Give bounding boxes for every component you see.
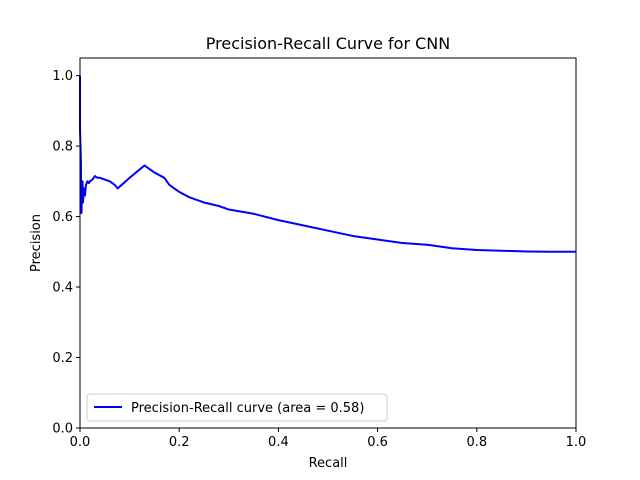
y-tick-label: 0.4	[52, 281, 73, 296]
legend-box	[86, 393, 388, 422]
y-tick-label: 1.0	[52, 69, 73, 84]
plot-frame	[79, 57, 577, 429]
legend: Precision-Recall curve (area = 0.58)	[86, 393, 388, 422]
x-tick-label: 0.2	[169, 435, 190, 450]
series-layer	[79, 75, 576, 253]
x-axis-label: Recall	[309, 456, 348, 471]
y-tick-label: 0.2	[52, 351, 73, 366]
chart-title: Precision-Recall Curve for CNN	[206, 34, 450, 53]
x-tick-label: 1.0	[566, 435, 587, 450]
y-axis-label: Precision	[29, 214, 44, 272]
y-tick-label: 0.6	[52, 210, 73, 225]
plot-area	[80, 58, 576, 428]
x-tick-label: 0.6	[367, 435, 388, 450]
legend-label: Precision-Recall curve (area = 0.58)	[131, 401, 364, 416]
series-line-0	[79, 75, 576, 253]
y-tick-label: 0.8	[52, 140, 73, 155]
y-tick-label: 0.0	[52, 422, 73, 437]
x-tick-label: 0.0	[70, 435, 91, 450]
x-tick-label: 0.4	[268, 435, 289, 450]
x-tick-label: 0.8	[466, 435, 487, 450]
axis-ticks: 0.0 0.2 0.4 0.6 0.8 1.0 0.0 0.2 0.4 0.6 0.8 1.0	[52, 69, 586, 450]
